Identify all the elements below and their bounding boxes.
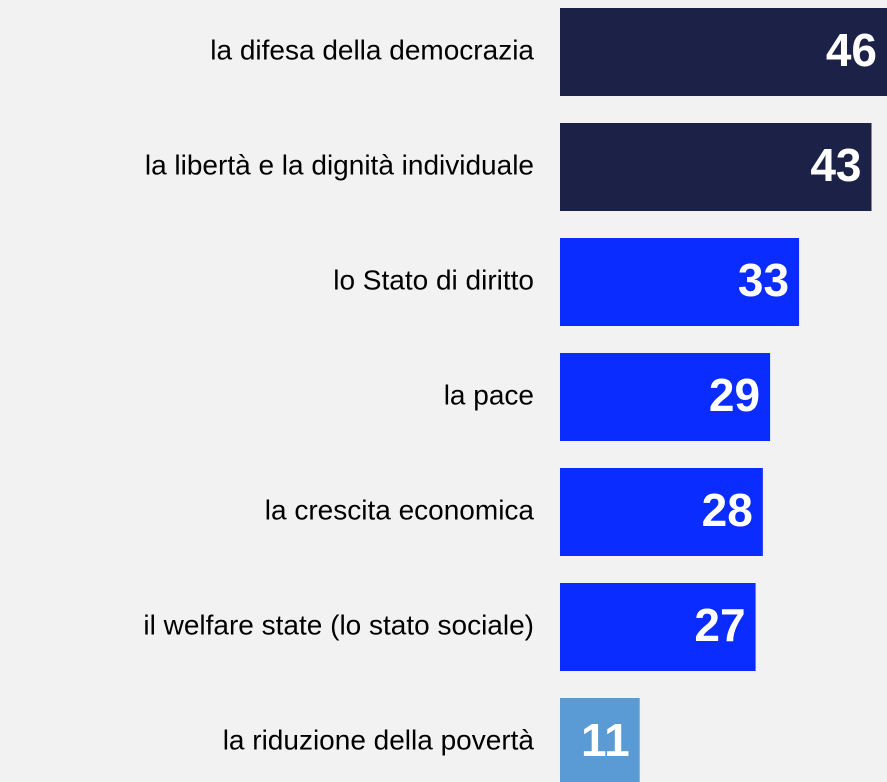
category-label: lo Stato di diritto <box>333 264 534 295</box>
bar <box>560 238 800 326</box>
value-label: 27 <box>694 599 745 651</box>
bar <box>560 468 763 556</box>
value-label: 28 <box>702 484 753 536</box>
category-label: la crescita economica <box>265 494 535 525</box>
category-label: la libertà e la dignità individuale <box>145 149 534 180</box>
value-label: 29 <box>709 369 760 421</box>
value-label: 11 <box>581 714 630 766</box>
category-label: la difesa della democrazia <box>210 34 534 65</box>
category-label: il welfare state (lo stato sociale) <box>143 609 534 640</box>
value-label: 46 <box>826 24 877 76</box>
value-label: 33 <box>738 254 789 306</box>
category-label: la pace <box>444 379 534 410</box>
bar <box>560 353 771 441</box>
bar <box>560 583 756 671</box>
bar <box>560 123 872 211</box>
value-label: 43 <box>810 139 861 191</box>
category-label: la riduzione della povertà <box>223 724 535 755</box>
bar <box>560 8 887 96</box>
bar <box>560 698 640 782</box>
